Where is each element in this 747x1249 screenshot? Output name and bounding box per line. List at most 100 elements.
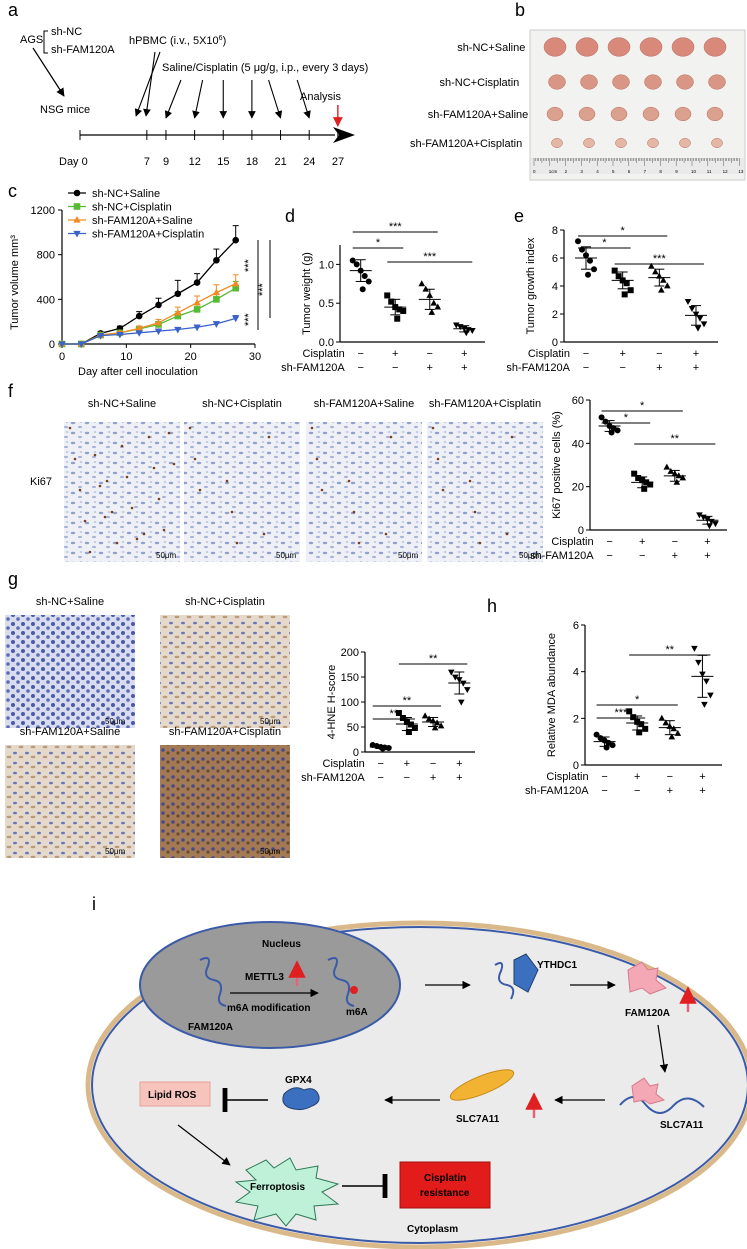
data-point bbox=[636, 729, 643, 736]
data-point bbox=[463, 687, 471, 694]
day-label: 21 bbox=[275, 156, 287, 168]
cell-membrane-outer bbox=[85, 920, 747, 1249]
ki67-positive-nucleus bbox=[152, 466, 156, 470]
m6a-dot-icon bbox=[350, 986, 358, 994]
y-tick-label: 200 bbox=[341, 647, 359, 659]
cisplatin-sign: + bbox=[456, 758, 462, 770]
cisplatin-sign: + bbox=[461, 348, 467, 360]
day0-label: Day 0 bbox=[59, 156, 88, 168]
scale-bar-label: 50μm bbox=[276, 551, 297, 560]
ki67-positive-nucleus bbox=[357, 541, 361, 545]
shfam-row-label: sh-FAM120A bbox=[530, 550, 594, 562]
cisplatin-sign: − bbox=[427, 348, 433, 360]
ros-arrow bbox=[177, 1124, 231, 1166]
shfam-sign: − bbox=[601, 785, 607, 797]
ki67-positive-nucleus bbox=[73, 457, 77, 461]
cytoplasm-label: Cytoplasm bbox=[407, 1224, 458, 1235]
mice-label: NSG mice bbox=[40, 104, 90, 116]
tumor-row-label: sh-FAM120A+Cisplatin bbox=[410, 138, 522, 150]
data-point bbox=[174, 290, 182, 298]
y-axis-label: Tumor weight (g) bbox=[301, 252, 313, 335]
tumor-specimen bbox=[642, 106, 660, 122]
data-point bbox=[154, 328, 163, 336]
data-point bbox=[232, 279, 240, 287]
ki67-positive-nucleus bbox=[162, 528, 166, 532]
data-point bbox=[422, 285, 430, 292]
data-point bbox=[675, 472, 683, 479]
ki67-positive-nucleus bbox=[505, 532, 509, 536]
data-point bbox=[135, 312, 143, 320]
y-tick-label: 0 bbox=[353, 747, 359, 759]
data-point bbox=[635, 475, 642, 481]
lipid-ros-label: Lipid ROS bbox=[148, 1090, 197, 1101]
ki67-positive-nucleus bbox=[147, 435, 151, 439]
ki67-positive-nucleus bbox=[193, 457, 197, 461]
cisplatin-sign: − bbox=[606, 536, 612, 548]
scale-bar-label: 50μm bbox=[260, 847, 281, 856]
data-point bbox=[411, 725, 418, 731]
panel-label-d: d bbox=[285, 206, 295, 226]
data-point bbox=[193, 306, 201, 313]
hpbmc-text-end: ) bbox=[223, 35, 227, 47]
tumor-specimen bbox=[615, 138, 627, 148]
chart-e: 0 2 4 6 8 Tumor growth index − − + − − + + + Cisplatin… bbox=[506, 225, 718, 374]
data-point bbox=[349, 257, 356, 264]
ruler-label: 4 bbox=[596, 169, 599, 174]
y-tick-label: 40 bbox=[572, 438, 584, 450]
shfam-sign: + bbox=[430, 772, 436, 784]
data-point bbox=[627, 287, 634, 294]
binding-arrow bbox=[657, 1024, 669, 1073]
data-point bbox=[96, 332, 105, 340]
data-point bbox=[232, 315, 240, 323]
data-point bbox=[232, 284, 239, 292]
ferroptosis-label: Ferroptosis bbox=[250, 1182, 305, 1193]
ki67-positive-nucleus bbox=[389, 435, 393, 439]
data-point bbox=[700, 321, 708, 328]
hpbmc-superscript: 6 bbox=[219, 35, 223, 42]
y-tick-label: 4 bbox=[552, 281, 558, 293]
data-point bbox=[598, 414, 605, 421]
tumor-specimen bbox=[612, 74, 630, 90]
gpx4-label: GPX4 bbox=[285, 1075, 312, 1086]
panel-label-i: i bbox=[92, 894, 96, 914]
cisplatin-sign: − bbox=[667, 771, 673, 783]
ki67-positive-nucleus bbox=[130, 506, 134, 510]
data-point bbox=[405, 729, 412, 735]
cisplatin-sign: − bbox=[672, 536, 678, 548]
shfam-sign: + bbox=[672, 550, 678, 562]
fam120a-bound-icon bbox=[631, 1077, 666, 1105]
ruler-label: 10 bbox=[691, 169, 697, 174]
panel-h: h 0 2 4 6 Relative MDA abundance − − + − − + + + Cisp… bbox=[487, 596, 722, 797]
x-tick-label: 0 bbox=[59, 351, 65, 363]
ki67-positive-nucleus bbox=[188, 426, 192, 430]
y-tick-label: 6 bbox=[573, 620, 579, 632]
ruler: 0 1cm 2 3 4 5 6 7 8 9 10 11 12 13 bbox=[531, 158, 744, 174]
hne-images: sh-NC+Saline50μmsh-NC+Cisplatin50μmsh-FA… bbox=[5, 596, 290, 858]
scale-bar-label: 50μm bbox=[156, 551, 177, 560]
day-label: 9 bbox=[163, 156, 169, 168]
data-point bbox=[664, 282, 671, 289]
hne-image-title: sh-NC+Saline bbox=[36, 596, 104, 608]
nucleus-label: Nucleus bbox=[262, 939, 301, 950]
tumor-specimen bbox=[703, 37, 727, 57]
shfam-sign: + bbox=[693, 362, 699, 374]
tumor-specimen bbox=[644, 74, 662, 90]
panel-b: b sh-NC+Saline sh-NC+Cisplatin sh-FAM120A+… bbox=[410, 0, 746, 181]
panel-f: f Ki67 sh-NC+Saline 50μm sh-NC+Cisplatin 50… bbox=[8, 381, 727, 562]
treatment-label: Saline/Cisplatin (5 μg/g, i.p., every 3 … bbox=[162, 62, 368, 74]
shfam-sign: − bbox=[377, 772, 383, 784]
group-sh-nc: sh-NC bbox=[51, 26, 82, 38]
day-label: 24 bbox=[303, 156, 315, 168]
tumor-specimen bbox=[578, 106, 596, 122]
cisplatin-sign: + bbox=[392, 348, 398, 360]
ki67-positive-nucleus bbox=[262, 532, 266, 536]
data-point bbox=[658, 286, 665, 293]
scale-bar-label: 50μm bbox=[105, 717, 126, 726]
cisplatin-sign: − bbox=[583, 348, 589, 360]
ki67-positive-nucleus bbox=[384, 532, 388, 536]
methylated-mrna-icon bbox=[327, 957, 355, 1007]
tumor-specimen bbox=[610, 106, 628, 122]
ki67-positive-nucleus bbox=[88, 550, 92, 554]
shfam-row-label: sh-FAM120A bbox=[301, 772, 365, 784]
ki67-positive-nucleus bbox=[315, 457, 319, 461]
